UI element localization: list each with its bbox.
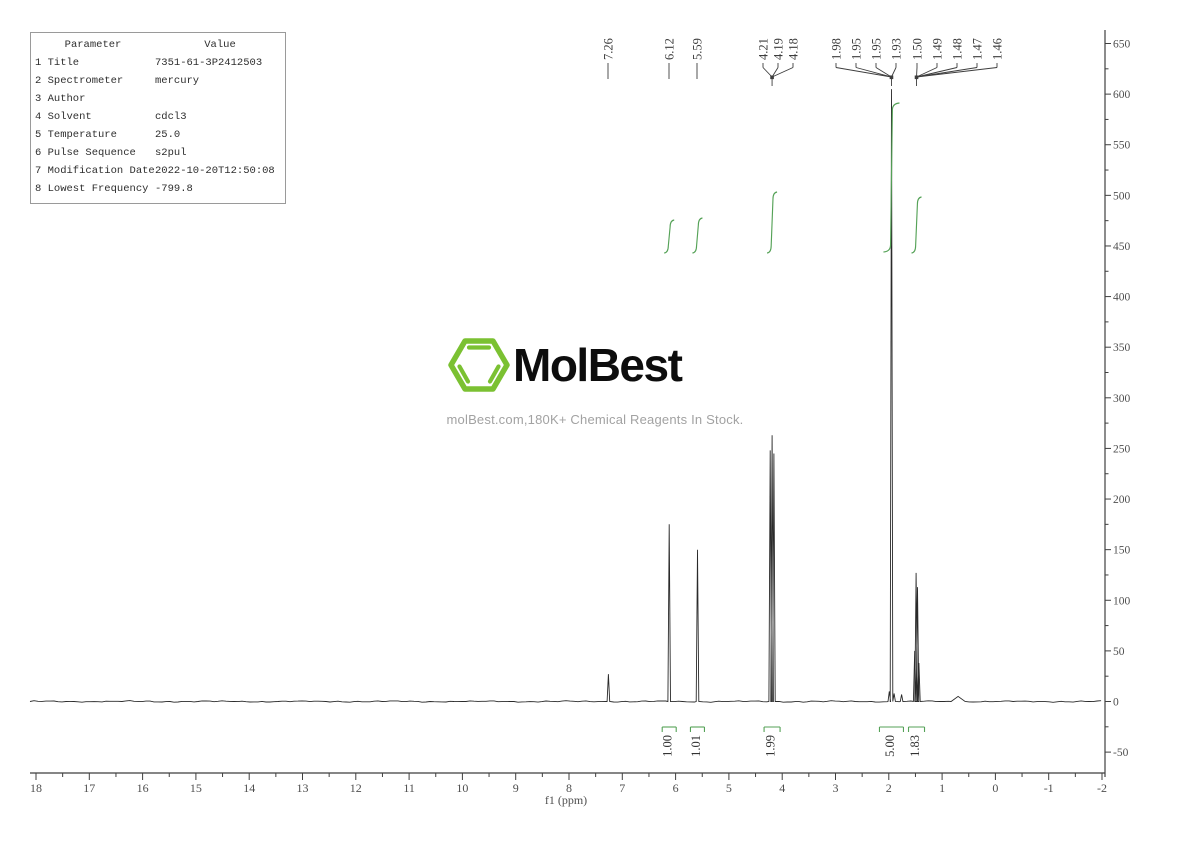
svg-text:5: 5 <box>726 781 732 795</box>
peak-label: 1.95 <box>870 38 884 60</box>
svg-text:650: 650 <box>1113 39 1131 51</box>
svg-text:450: 450 <box>1113 241 1131 253</box>
x-axis: 18 17 16 15 14 13 12 11 10 9 8 7 6 5 4 3 2 1 0 -1 -2f1 (ppm) <box>30 772 1107 807</box>
parameter-name: 5 Temperature <box>35 129 117 141</box>
svg-text:9: 9 <box>513 781 519 795</box>
svg-text:100: 100 <box>1113 595 1131 607</box>
parameter-table: Parameter Value 1 Title 7351-61-3P2412503… <box>30 32 286 204</box>
svg-text:600: 600 <box>1113 89 1131 101</box>
parameter-value: s2pul <box>155 147 187 159</box>
svg-text:14: 14 <box>243 781 255 795</box>
parameter-value: mercury <box>155 75 200 87</box>
svg-text:300: 300 <box>1113 393 1131 405</box>
svg-text:13: 13 <box>297 781 309 795</box>
svg-text:50: 50 <box>1113 646 1125 658</box>
parameter-value: 7351-61-3P2412503 <box>155 57 263 69</box>
parameter-value: -799.8 <box>155 183 193 195</box>
svg-text:-2: -2 <box>1097 781 1107 795</box>
parameter-name: 6 Pulse Sequence <box>35 147 136 159</box>
svg-text:16: 16 <box>137 781 149 795</box>
svg-text:11: 11 <box>403 781 415 795</box>
integral-value: 1.99 <box>764 735 778 757</box>
svg-text:10: 10 <box>456 781 468 795</box>
svg-text:2: 2 <box>886 781 892 795</box>
parameter-row: 7 Modification Date 2022-10-20T12:50:08 <box>31 162 285 180</box>
svg-text:8: 8 <box>566 781 572 795</box>
peak-label: 1.95 <box>850 38 864 60</box>
x-axis-title: f1 (ppm) <box>545 793 587 807</box>
parameter-row: 5 Temperature 25.0 <box>31 126 285 144</box>
parameter-name: 7 Modification Date <box>35 165 155 177</box>
benzene-hexagon-icon <box>448 338 510 392</box>
svg-text:7: 7 <box>619 781 625 795</box>
parameter-value: cdcl3 <box>155 111 187 123</box>
svg-text:350: 350 <box>1113 342 1131 354</box>
peak-label: 6.12 <box>663 38 677 60</box>
parameter-name: 8 Lowest Frequency <box>35 183 149 195</box>
header-value: Value <box>204 39 236 51</box>
logo-wordmark: MolBest <box>513 339 683 391</box>
svg-text:1: 1 <box>939 781 945 795</box>
integral-value: 1.83 <box>908 735 922 757</box>
svg-text:3: 3 <box>833 781 839 795</box>
peak-label: 5.59 <box>691 38 705 60</box>
integral-value: 1.00 <box>661 735 675 757</box>
parameter-name: 3 Author <box>35 93 86 105</box>
peak-label: 4.18 <box>787 38 801 60</box>
spectrum-trace <box>29 89 1102 703</box>
svg-text:400: 400 <box>1113 292 1131 304</box>
peak-label: 1.50 <box>911 38 925 60</box>
svg-text:6: 6 <box>673 781 679 795</box>
integral-value: 5.00 <box>883 735 897 757</box>
parameter-row: 6 Pulse Sequence s2pul <box>31 144 285 162</box>
parameter-name: 4 Solvent <box>35 111 92 123</box>
svg-text:12: 12 <box>350 781 362 795</box>
parameter-name: 1 Title <box>35 57 80 69</box>
molbest-logo: MolBest <box>448 334 683 396</box>
svg-text:250: 250 <box>1113 443 1131 455</box>
parameter-table-header: Parameter Value <box>31 36 285 54</box>
parameter-row: 3 Author <box>31 90 285 108</box>
parameter-row: 2 Spectrometer mercury <box>31 72 285 90</box>
peak-label: 1.48 <box>951 38 965 60</box>
svg-text:-1: -1 <box>1044 781 1054 795</box>
svg-text:17: 17 <box>83 781 95 795</box>
peak-label: 1.93 <box>890 38 904 60</box>
integral-value: 1.01 <box>689 735 703 757</box>
svg-text:550: 550 <box>1113 140 1131 152</box>
parameter-row: 4 Solvent cdcl3 <box>31 108 285 126</box>
svg-text:18: 18 <box>30 781 42 795</box>
integral-curves <box>664 102 922 254</box>
parameter-value: 2022-10-20T12:50:08 <box>155 165 275 177</box>
peak-label: 4.21 <box>757 38 771 60</box>
svg-text:0: 0 <box>992 781 998 795</box>
logo-tagline: molBest.com,180K+ Chemical Reagents In S… <box>446 412 744 427</box>
svg-text:-50: -50 <box>1113 747 1129 759</box>
svg-text:200: 200 <box>1113 494 1131 506</box>
peak-label: 1.98 <box>830 38 844 60</box>
parameter-row: 1 Title 7351-61-3P2412503 <box>31 54 285 72</box>
peak-label: 7.26 <box>602 38 616 60</box>
header-parameter: Parameter <box>64 39 122 51</box>
svg-text:150: 150 <box>1113 545 1131 557</box>
peak-label: 4.19 <box>772 38 786 60</box>
svg-text:4: 4 <box>779 781 785 795</box>
peak-labels: 7.26 6.12 5.59 4.21 4.19 4.18 1.98 1.95 1.95 1.93… <box>602 38 1005 86</box>
svg-text:500: 500 <box>1113 190 1131 202</box>
peak-label: 1.46 <box>991 38 1005 60</box>
parameter-row: 8 Lowest Frequency -799.8 <box>31 180 285 198</box>
integral-labels: 1.00 1.01 1.99 5.00 1.83 <box>661 726 926 757</box>
svg-text:15: 15 <box>190 781 202 795</box>
peak-label: 1.49 <box>931 38 945 60</box>
peak-label: 1.47 <box>971 38 985 60</box>
svg-text:0: 0 <box>1113 697 1119 709</box>
parameter-value: 25.0 <box>155 129 181 141</box>
y-axis: 650600550500450400350300250200150100500-… <box>1104 30 1131 777</box>
parameter-name: 2 Spectrometer <box>35 75 124 87</box>
